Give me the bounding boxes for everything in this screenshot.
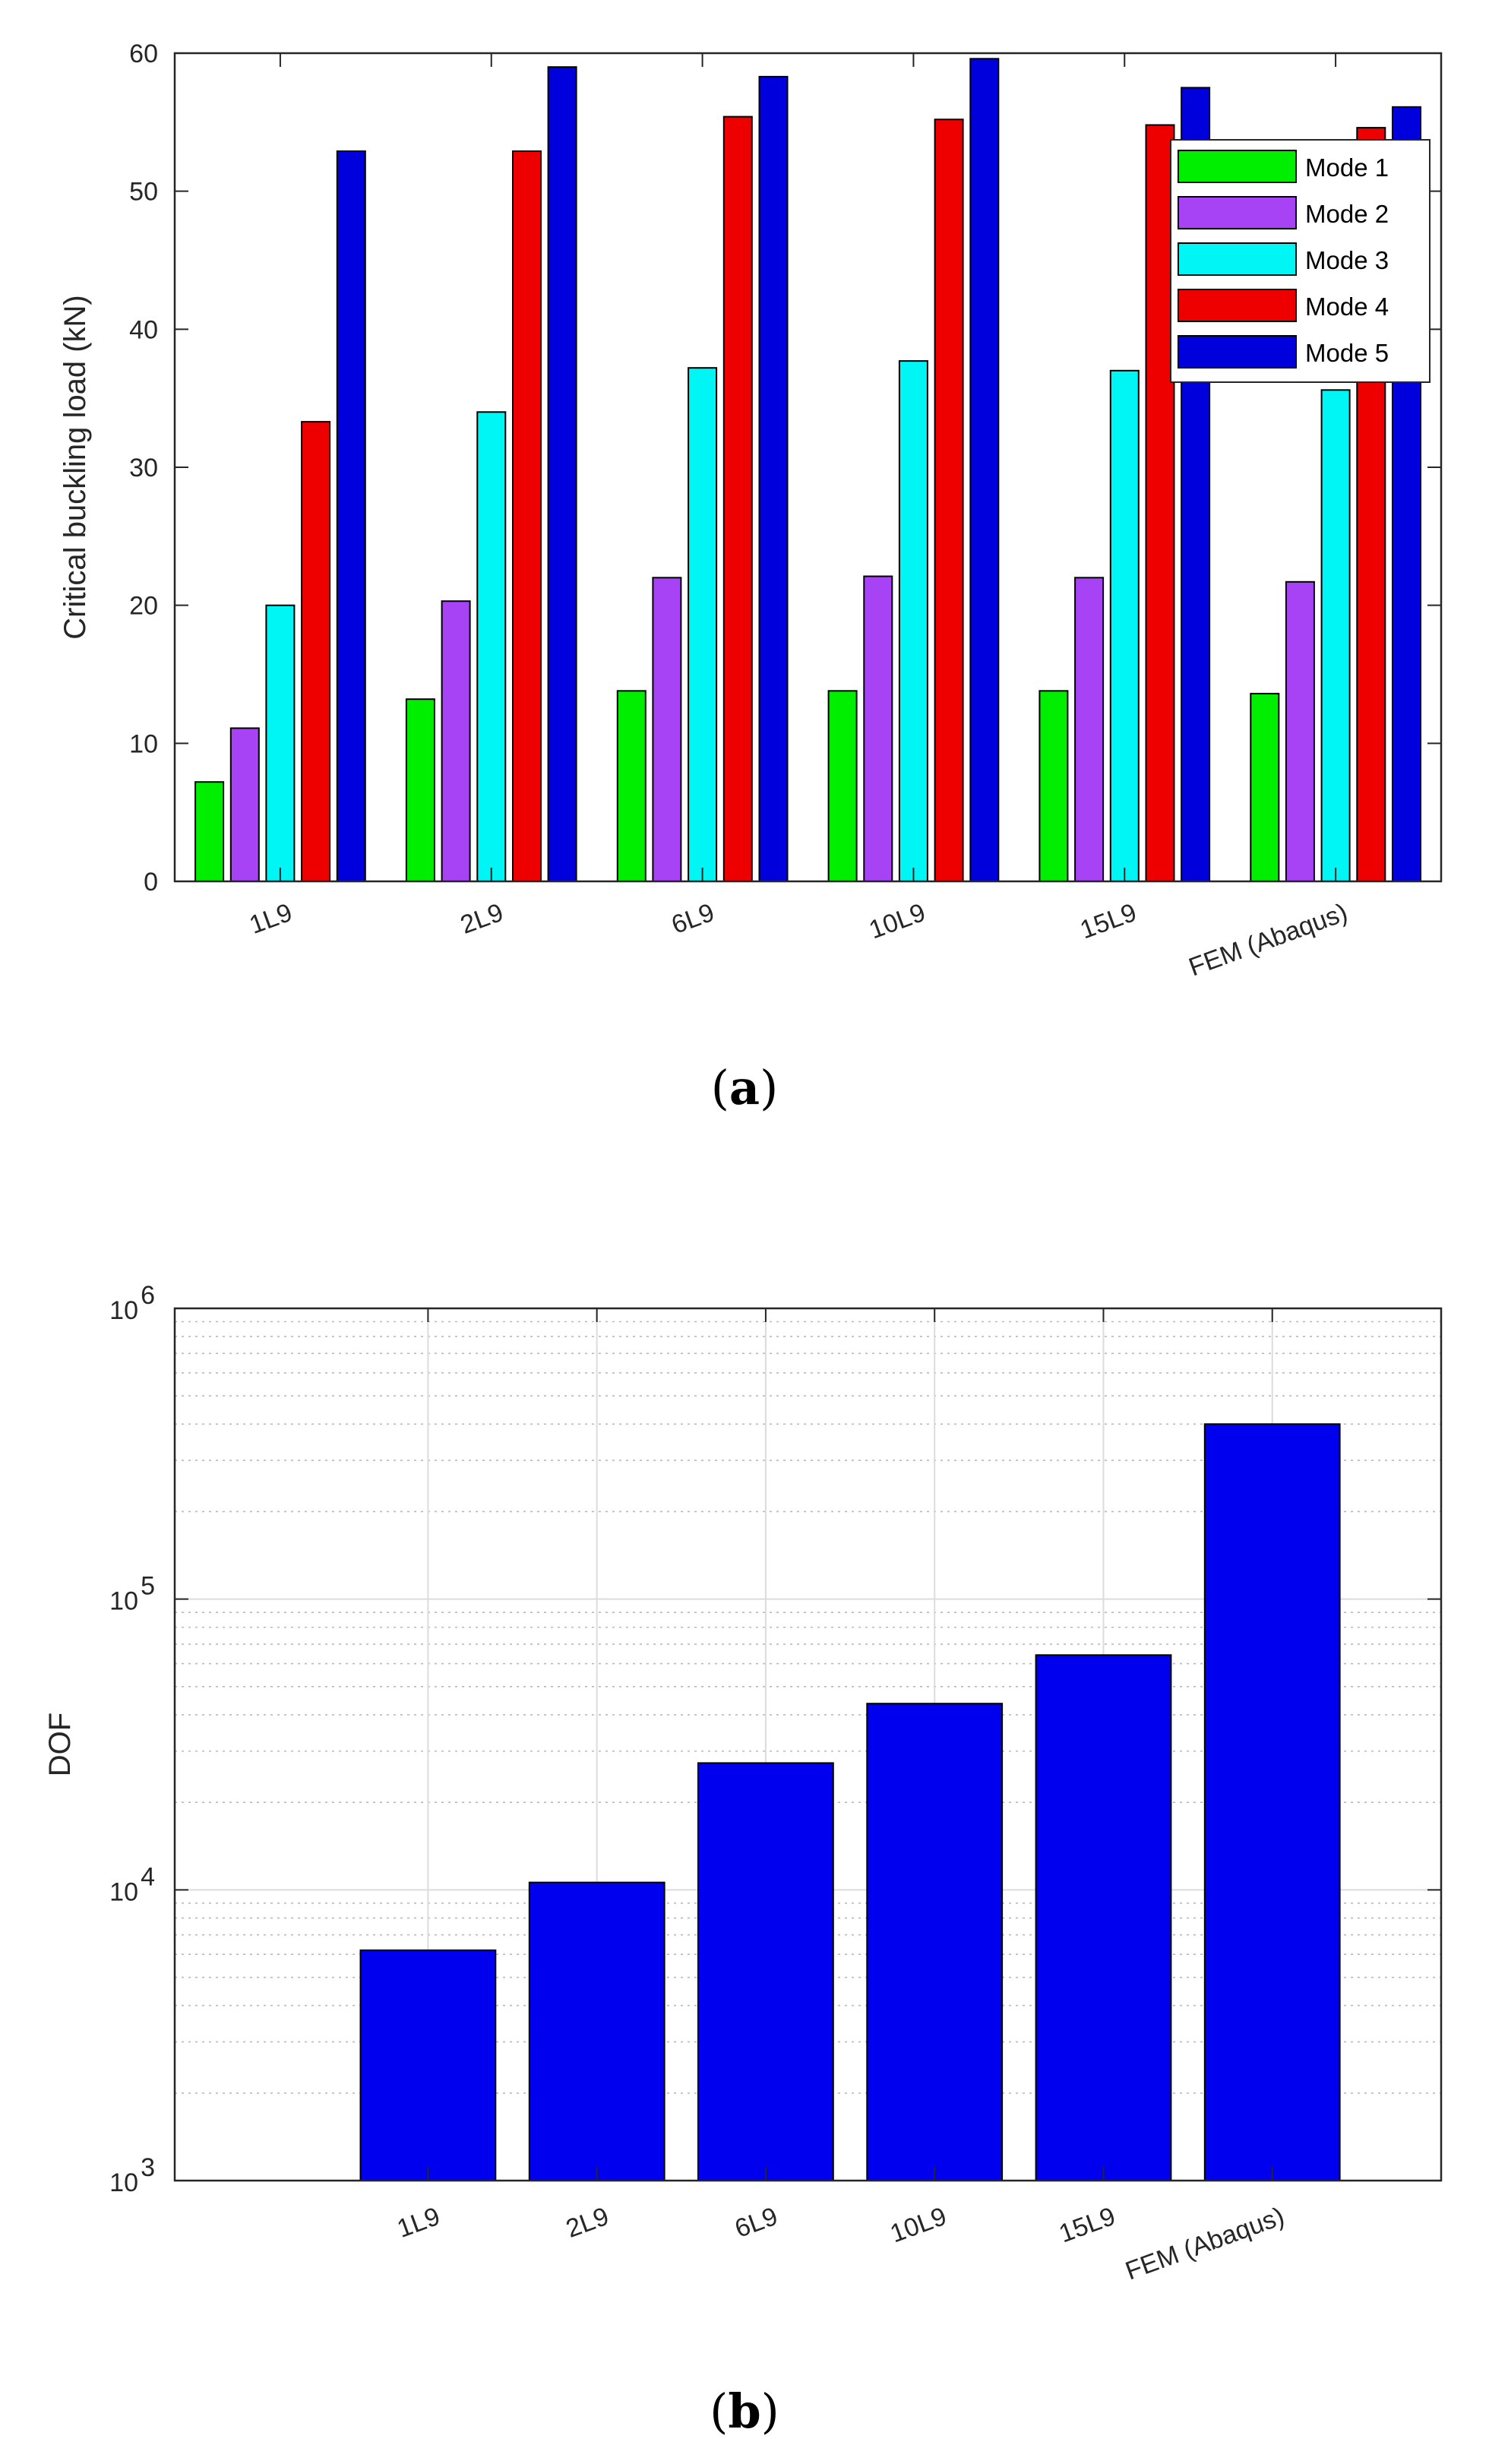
bar-mode-2-15l9 <box>1074 577 1105 882</box>
bar-mode-5-2l9 <box>547 66 577 883</box>
x-tick-label-2l9: 2L9 <box>562 2202 612 2244</box>
bar-dof-10l9 <box>866 1703 1004 2181</box>
x-tick-label-10l9: 10L9 <box>887 2202 950 2249</box>
bar-mode-4-1l9 <box>301 421 331 882</box>
caption-b: (b) <box>710 2383 779 2439</box>
bar-mode-4-6l9 <box>722 115 753 883</box>
bar-mode-4-10l9 <box>934 119 964 882</box>
bar-mode-1-1l9 <box>194 781 225 882</box>
bar-mode-2-2l9 <box>441 600 471 882</box>
bar-mode-3-6l9 <box>688 367 718 882</box>
y-tick-label-40: 40 <box>129 315 158 344</box>
legend-swatch-mode-3 <box>1178 242 1297 276</box>
y-axis-label-b: DOF <box>43 1713 77 1776</box>
bar-mode-3-15l9 <box>1109 369 1140 882</box>
y-tick-label-10-5: 10 <box>109 1587 138 1616</box>
x-tick-label-1l9: 1L9 <box>245 898 296 940</box>
bar-mode-1-2l9 <box>405 698 435 883</box>
caption-a: (a) <box>711 1060 779 1115</box>
bar-mode-3-10l9 <box>898 360 928 883</box>
y-tick-label-30: 30 <box>129 454 158 482</box>
y-tick-label-10: 10 <box>129 729 158 758</box>
x-tick-label-15l9: 15L9 <box>1076 898 1140 945</box>
x-tick-label-fem-abaqus: FEM (Abaqus) <box>1122 2202 1288 2286</box>
y-axis-label-a: Critical buckling load (kN) <box>58 295 92 639</box>
bar-mode-2-fem-abaqus <box>1285 580 1315 882</box>
bar-mode-5-1l9 <box>336 150 366 882</box>
bar-mode-2-6l9 <box>652 577 682 882</box>
legend-label-mode-5: Mode 5 <box>1305 339 1389 367</box>
bar-mode-1-15l9 <box>1039 690 1069 882</box>
legend-label-mode-1: Mode 1 <box>1305 153 1389 182</box>
legend-label-mode-4: Mode 4 <box>1305 293 1389 321</box>
chart-panel-a: 0 10 20 30 40 50 60 1L9 2L9 6L9 10L9 15L9 FEM (Abaqu… <box>58 40 1443 982</box>
bar-mode-1-6l9 <box>616 690 646 882</box>
legend-swatch-mode-5 <box>1178 335 1297 368</box>
bar-dof-fem-abaqus <box>1203 1423 1341 2182</box>
legend-a: Mode 1 Mode 2 Mode 3 Mode 4 Mode 5 <box>1170 139 1431 383</box>
x-tick-label-6l9: 6L9 <box>731 2202 781 2244</box>
x-tick-label-fem-abaqus: FEM (Abaqus) <box>1185 898 1351 982</box>
bar-mode-4-15l9 <box>1145 124 1175 882</box>
y-tick-exponent-6: 6 <box>141 1281 155 1310</box>
bar-mode-1-fem-abaqus <box>1250 692 1280 883</box>
legend-swatch-mode-1 <box>1178 150 1297 183</box>
x-tick-label-10l9: 10L9 <box>865 898 929 945</box>
x-tick-label-1l9: 1L9 <box>394 2202 444 2244</box>
y-tick-label-10-3: 10 <box>109 2168 138 2197</box>
legend-swatch-mode-2 <box>1178 196 1297 229</box>
bar-mode-5-6l9 <box>758 75 789 882</box>
x-tick-label-15l9: 15L9 <box>1055 2202 1119 2249</box>
y-tick-label-0: 0 <box>144 868 158 897</box>
y-tick-label-60: 60 <box>129 40 158 68</box>
bar-mode-3-fem-abaqus <box>1320 389 1351 882</box>
bar-mode-2-1l9 <box>229 727 260 883</box>
bar-dof-6l9 <box>697 1762 834 2181</box>
y-tick-label-50: 50 <box>129 178 158 207</box>
y-tick-label-10-6: 10 <box>109 1296 138 1325</box>
bar-dof-1l9 <box>359 1949 497 2182</box>
y-tick-exponent-5: 5 <box>141 1572 155 1601</box>
legend-swatch-mode-4 <box>1178 289 1297 322</box>
bar-mode-3-2l9 <box>476 411 507 882</box>
x-tick-label-2l9: 2L9 <box>457 898 507 940</box>
x-tick-label-6l9: 6L9 <box>668 898 718 940</box>
bar-mode-2-10l9 <box>863 575 893 882</box>
bar-dof-15l9 <box>1035 1654 1172 2182</box>
y-tick-label-20: 20 <box>129 592 158 621</box>
bar-mode-3-1l9 <box>265 604 296 882</box>
y-tick-label-10-4: 10 <box>109 1877 138 1906</box>
y-tick-exponent-3: 3 <box>141 2153 155 2182</box>
bar-mode-4-2l9 <box>512 150 542 882</box>
bar-mode-1-10l9 <box>827 690 858 882</box>
bar-dof-2l9 <box>528 1881 665 2182</box>
legend-label-mode-2: Mode 2 <box>1305 200 1389 228</box>
axes-box-b <box>173 1307 1443 2182</box>
bar-mode-5-10l9 <box>969 58 1000 882</box>
legend-label-mode-3: Mode 3 <box>1305 246 1389 274</box>
y-tick-exponent-4: 4 <box>141 1862 155 1891</box>
